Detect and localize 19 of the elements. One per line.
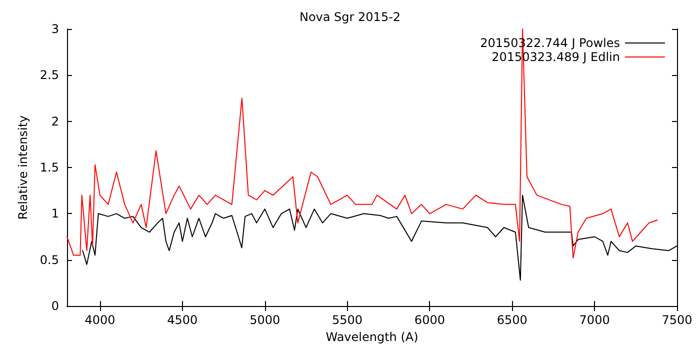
chart-title: Nova Sgr 2015-2	[299, 10, 401, 24]
y-tick-label: 0.5	[40, 252, 59, 267]
y-tick-label: 0	[51, 299, 59, 313]
x-tick-label: 7000	[579, 313, 610, 327]
x-tick-label: 5500	[332, 313, 363, 327]
line-series	[66, 28, 658, 258]
x-tick-label: 7500	[662, 313, 692, 327]
y-tick-label: 1.5	[40, 160, 59, 174]
y-tick-label: 2.5	[40, 68, 59, 82]
x-tick-label: 4000	[84, 313, 116, 327]
y-tick-label: 2	[51, 114, 59, 128]
y-tick-label: 1	[51, 206, 59, 221]
x-axis-title: Wavelength (A)	[326, 330, 418, 344]
x-tick-label: 5000	[250, 313, 280, 327]
y-axis-title: Relative intensity	[16, 115, 30, 220]
y-tick-label: 3	[51, 22, 59, 36]
x-tick-label: 4500	[167, 313, 198, 327]
x-tick-label: 6500	[496, 313, 528, 327]
x-tick-label: 6000	[414, 313, 445, 327]
